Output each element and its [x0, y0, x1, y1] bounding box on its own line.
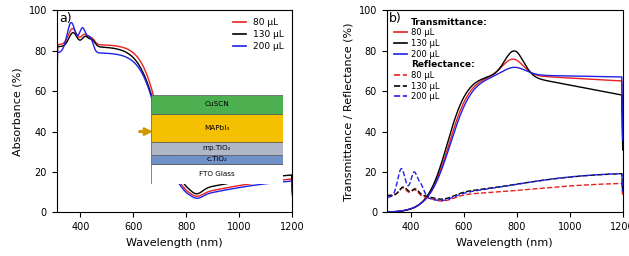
- Y-axis label: Absorbance (%): Absorbance (%): [13, 67, 23, 156]
- Y-axis label: Transmittance / Reflectance (%): Transmittance / Reflectance (%): [343, 22, 353, 201]
- X-axis label: Wavelength (nm): Wavelength (nm): [457, 238, 553, 248]
- Legend: 80 μL, 130 μL, 200 μL: 80 μL, 130 μL, 200 μL: [229, 15, 288, 54]
- Text: a): a): [59, 12, 72, 25]
- X-axis label: Wavelength (nm): Wavelength (nm): [126, 238, 223, 248]
- Text: b): b): [389, 12, 402, 25]
- Legend: Transmittance:, 80 μL, 130 μL, 200 μL, Reflectance:, 80 μL, 130 μL, 200 μL: Transmittance:, 80 μL, 130 μL, 200 μL, R…: [391, 14, 491, 105]
